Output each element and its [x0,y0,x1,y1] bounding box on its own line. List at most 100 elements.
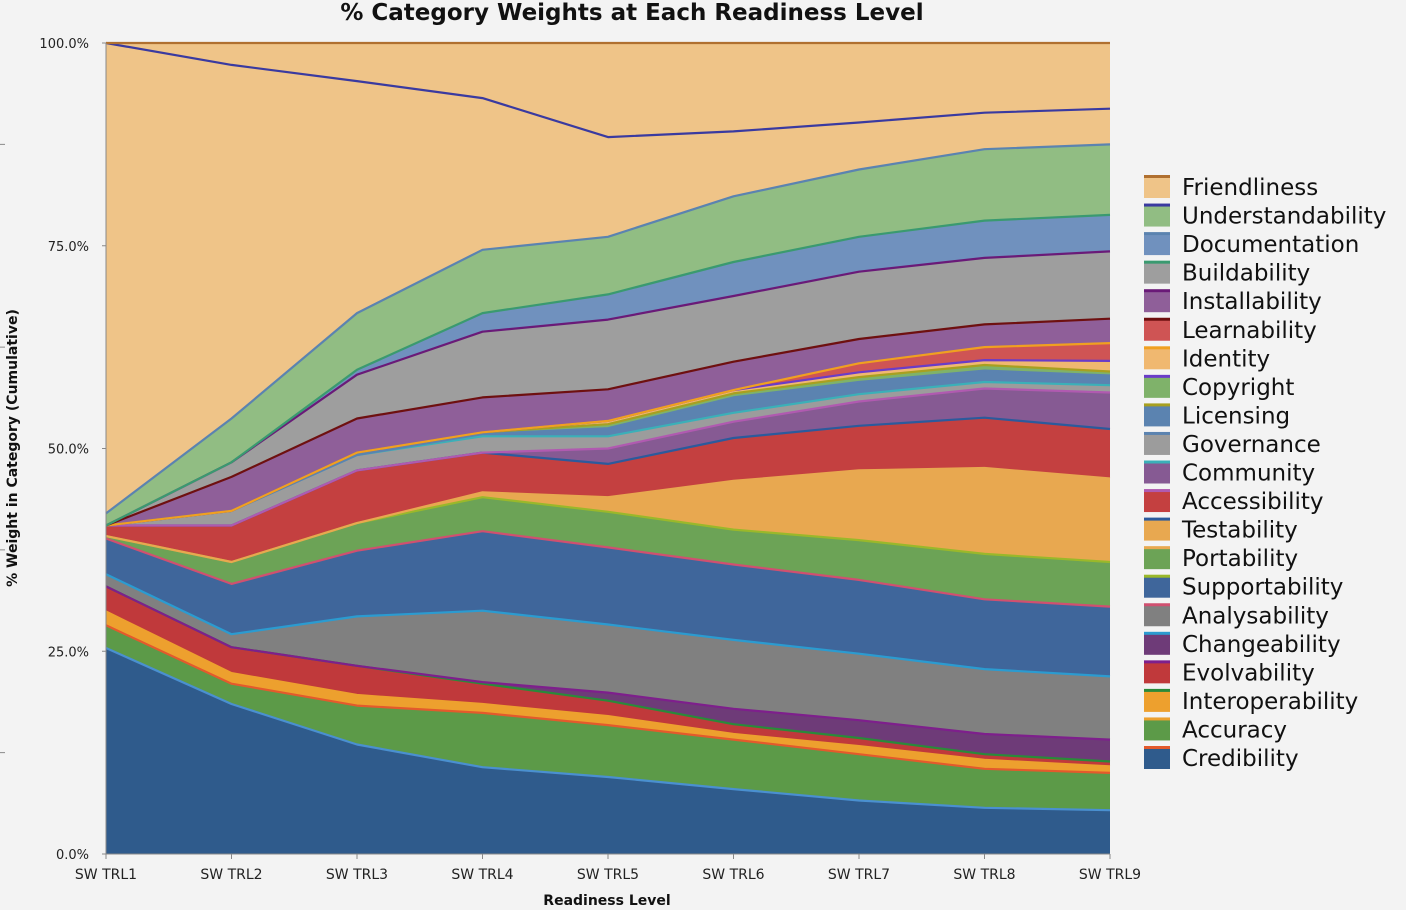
legend-item-portability: Portability [1144,546,1298,572]
legend-swatch-line [1144,717,1170,721]
area-supportability [106,531,1110,677]
legend-swatch-line [1144,546,1170,550]
legend-label: Understandability [1182,204,1386,230]
legend-swatch-line [1144,232,1170,236]
x-tick-label: SW TRL5 [577,867,639,883]
x-tick-label: SW TRL1 [75,867,137,883]
line-supportability [105,530,1111,608]
legend-swatch-line [1144,346,1170,350]
legend-swatch [1144,404,1170,427]
legend-swatch-line [1144,460,1170,464]
legend-swatch [1144,689,1170,712]
legend-swatch-line [1144,203,1170,207]
area-documentation [106,214,1110,526]
legend-label: Identity [1182,346,1270,372]
line-credibility [105,646,1111,812]
legend-item-evolvability: Evolvability [1144,660,1315,686]
legend-swatch [1144,261,1170,284]
x-tick-label: SW TRL6 [702,867,764,883]
area-top [106,43,1110,138]
legend-swatch [1144,490,1170,513]
legend-swatch-line [1144,374,1170,378]
y-tick-label: 50.0% [48,443,89,458]
legend-item-licensing: Licensing [1144,403,1290,429]
legend-item-interoperability: Interoperability [1144,688,1358,715]
legend-label: Analysability [1182,603,1329,629]
legend-swatch [1144,432,1170,455]
x-tick-label: SW TRL2 [200,867,262,883]
legend-swatch [1144,318,1170,341]
legend-swatch [1144,375,1170,398]
legend-swatch [1144,290,1170,313]
legend-label: Testability [1181,518,1298,544]
legend-label: Community [1182,461,1315,487]
legend: Friendliness UnderstandabilityDocumentati… [1144,175,1386,772]
x-tick-label: SW TRL4 [451,867,513,883]
legend-label: Licensing [1182,403,1290,429]
line-installability [105,317,1111,527]
legend-swatch-line [1144,403,1170,407]
legend-item-installability: Installability [1144,289,1322,315]
legend-swatch [1144,718,1170,741]
legend-label: Documentation [1182,232,1359,258]
legend-swatch-line [1144,688,1170,692]
legend-swatch-line [1144,175,1170,178]
area-testability [106,468,1110,562]
line-testability [105,466,1111,564]
y-tick-label: 75.0% [48,240,89,255]
area-evolvability [106,586,1110,767]
line-buildability [105,250,1111,527]
legend-swatch-line [1144,574,1170,578]
areas-layer [106,43,1110,854]
legend-swatch-line [1144,746,1170,749]
legend-swatch [1144,547,1170,570]
area-understandability [106,144,1110,526]
legend-swatch-line [1144,289,1170,293]
line-analysability [105,573,1111,678]
legend-swatch [1144,575,1170,598]
line-learnability [105,342,1111,527]
legend-item-documentation: Documentation [1144,232,1359,258]
legend-item-testability: Testability [1144,517,1298,544]
area-friendliness [106,43,1110,514]
legend-label: Portability [1182,546,1298,572]
x-tick-label: SW TRL7 [828,867,890,883]
legend-label: Governance [1182,432,1321,458]
y-tick-label: 25.0% [48,645,89,660]
legend-item-community: Community [1144,460,1315,487]
legend-swatch-line [1144,603,1170,607]
line-interoperability [105,610,1111,768]
x-axis-title: Readiness Level [543,893,670,906]
legend-swatch [1144,461,1170,484]
area-changeability [106,586,1110,762]
y-tick-label: 100.0% [39,37,89,52]
area-installability [106,318,1110,526]
legend-item-identity: Identity [1144,346,1270,372]
legend-swatch-line [1144,489,1170,493]
legend-item-credibility: Credibility [1144,746,1299,772]
line-accuracy [105,624,1111,774]
x-tick-label: SW TRL3 [326,867,388,883]
legend-swatch [1144,204,1170,227]
area-accuracy [106,625,1110,811]
legend-item-copyright: Copyright [1144,374,1294,401]
line-community [106,387,1111,527]
area-accessibility [106,417,1110,562]
legend-label: Friendliness [1182,175,1318,201]
legend-item-understandability: Understandability [1144,203,1386,230]
legend-label: Buildability [1182,261,1310,287]
legend-swatch-line [1144,517,1170,521]
y-tick-label: 0.0% [56,848,89,863]
legend-item-accuracy: Accuracy [1144,717,1287,743]
legend-item-supportability: Supportability [1144,574,1343,601]
chart-title: % Category Weights at Each Readiness Lev… [340,0,923,26]
legend-swatch [1144,176,1170,198]
legend-swatch [1144,604,1170,627]
legend-item-changeability: Changeability [1144,631,1341,658]
lines-layer [105,41,1111,812]
axes-layer: 0.0% 25.0% 50.0% 75.0% 100.0% SW TRL1 SW TRL2 S… [0,37,1141,883]
line-understandability [105,143,1111,515]
legend-item-friendliness: Friendliness [1144,175,1318,201]
